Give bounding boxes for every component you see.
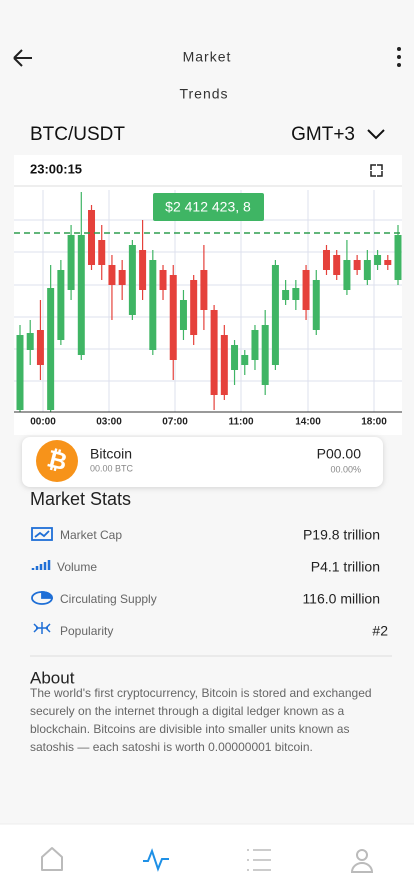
- header-title: Market: [183, 49, 232, 65]
- bitcoin-icon: [36, 440, 78, 482]
- candle-body: [179, 300, 187, 330]
- candle-body: [169, 275, 177, 360]
- candle-body: [231, 345, 239, 370]
- x-tick-label: 11:00: [228, 417, 253, 428]
- stat-label: Popularity: [60, 624, 113, 638]
- coin-price: P00.00: [317, 446, 362, 462]
- nav-list[interactable]: [247, 849, 271, 871]
- nav-profile[interactable]: [350, 849, 374, 873]
- nav-home[interactable]: [41, 847, 63, 871]
- nav-market[interactable]: [143, 848, 169, 872]
- candle-body: [292, 288, 300, 300]
- candle-body: [251, 330, 259, 360]
- x-tick-label: 00:00: [30, 417, 56, 428]
- candle-body: [36, 330, 44, 365]
- timezone[interactable]: GMT+3: [291, 124, 355, 145]
- menu-button[interactable]: [397, 47, 401, 67]
- stat-label: Circulating Supply: [60, 592, 157, 606]
- coin-change: 00.00%: [330, 464, 361, 474]
- about-line: The world's first cryptocurrency, Bitcoi…: [30, 686, 372, 700]
- x-tick-label: 03:00: [96, 417, 122, 428]
- candle-body: [139, 250, 147, 290]
- stat-value: 116.0 million: [302, 591, 380, 607]
- stat-label: Market Cap: [60, 528, 122, 542]
- x-tick-label: 07:00: [162, 417, 188, 428]
- coin-amount: 00.00 BTC: [90, 463, 134, 473]
- candle-body: [128, 245, 136, 315]
- candle-body: [333, 255, 341, 275]
- candle-body: [220, 335, 228, 395]
- stat-icons: [31, 527, 53, 634]
- clock: 23:00:15: [30, 161, 82, 176]
- about-line: satoshis — each satoshi is worth 0.00000…: [30, 740, 313, 754]
- stats-title: Market Stats: [30, 489, 131, 509]
- back-button[interactable]: [13, 49, 32, 67]
- candle-body: [88, 210, 96, 265]
- candle-body: [190, 280, 198, 335]
- candle-body: [77, 235, 85, 355]
- candle-body: [302, 270, 310, 310]
- x-tick-label: 18:00: [361, 417, 387, 428]
- candle-body: [384, 260, 392, 265]
- candle-body: [16, 335, 24, 410]
- candle-body: [108, 265, 116, 285]
- candle-body: [47, 288, 55, 410]
- candle-body: [26, 333, 34, 350]
- stat-value: P4.1 trillion: [311, 559, 380, 575]
- bottom-nav: [0, 824, 414, 896]
- candle-body: [261, 325, 269, 385]
- candles: [16, 192, 402, 412]
- candle-body: [271, 265, 279, 365]
- candle-body: [374, 255, 382, 265]
- candle-body: [363, 260, 371, 280]
- coin-card[interactable]: [22, 437, 383, 487]
- fullscreen-button[interactable]: [370, 164, 383, 177]
- candle-body: [394, 235, 402, 280]
- candle-body: [343, 260, 351, 290]
- timezone-dropdown[interactable]: [367, 129, 385, 140]
- price-badge: [153, 193, 264, 221]
- stat-value: P19.8 trillion: [303, 527, 380, 543]
- candle-body: [57, 270, 65, 340]
- candle-body: [98, 240, 106, 265]
- about-line: blockchain. Bitcoins are divisible into …: [30, 722, 349, 736]
- x-tick-label: 14:00: [295, 417, 321, 428]
- about-title: About: [30, 668, 75, 687]
- candle-body: [312, 280, 320, 330]
- candle-body: [241, 355, 249, 365]
- candle-body: [118, 270, 126, 285]
- coin-name: Bitcoin: [90, 446, 132, 462]
- stat-label: Volume: [57, 560, 97, 574]
- header-subtitle[interactable]: Trends: [179, 86, 228, 102]
- candle-body: [200, 270, 208, 310]
- candle-body: [210, 310, 218, 395]
- candle-body: [282, 290, 290, 300]
- candle-body: [159, 270, 167, 290]
- pair[interactable]: BTC/USDT: [30, 124, 125, 145]
- candle-body: [149, 260, 157, 350]
- candle-body: [353, 260, 361, 270]
- about-line: securely on the internet through a digit…: [30, 704, 345, 718]
- price-label: $2 412 423, 8: [165, 199, 251, 215]
- candle-body: [67, 235, 75, 290]
- stat-value: #2: [372, 623, 388, 639]
- candle-body: [322, 250, 330, 270]
